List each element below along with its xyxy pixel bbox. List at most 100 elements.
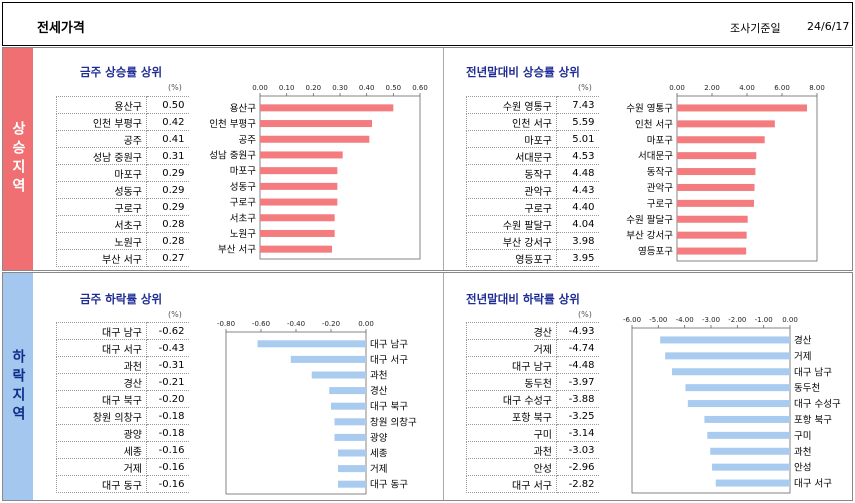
category-label: 수원 영통구 <box>626 103 673 114</box>
bar <box>677 152 757 160</box>
weekly-fall-table: 대구 남구 -0.62 대구 서구 -0.43 과천 -0.31 경산 -0.21 대구 북구 -… <box>56 322 189 493</box>
weekly-fall-title: 금주 하락률 상위 <box>80 292 163 306</box>
tick-label: -4.00 <box>676 316 694 324</box>
region-name: 성동구 <box>56 181 147 199</box>
region-name: 마포구 <box>56 164 147 182</box>
bar <box>260 104 394 112</box>
category-label: 영등포구 <box>638 247 673 258</box>
category-label: 거제 <box>370 464 387 475</box>
weekly-rise-title: 금주 상승률 상위 <box>80 65 163 79</box>
table-row: 관악구 4.43 <box>466 181 599 199</box>
category-label: 인천 서구 <box>635 119 673 130</box>
bar <box>338 449 366 457</box>
change-rate: 0.29 <box>146 181 189 199</box>
change-rate: 5.59 <box>556 113 599 131</box>
table-row: 노원구 0.28 <box>56 232 189 250</box>
bar <box>260 229 335 237</box>
change-rate: -2.82 <box>556 475 599 493</box>
tick-label: -5.00 <box>649 316 667 324</box>
table-row: 대구 서구 -2.82 <box>466 475 599 493</box>
bar <box>677 231 747 239</box>
table-row: 과천 -0.31 <box>56 356 189 374</box>
change-rate: -0.31 <box>146 356 189 374</box>
table-row: 경산 -4.93 <box>466 322 599 340</box>
bar <box>338 480 366 488</box>
bar <box>260 135 370 143</box>
tick-label: -6.00 <box>623 316 641 324</box>
region-name: 부산 강서구 <box>466 232 557 250</box>
region-name: 용산구 <box>56 96 147 114</box>
region-name: 성남 중원구 <box>56 147 147 165</box>
tick-label: -1.00 <box>755 316 773 324</box>
change-rate: -0.43 <box>146 339 189 357</box>
tick-label: 2.00 <box>704 84 720 92</box>
change-rate: 4.43 <box>556 181 599 199</box>
page-title: 전세가격 <box>37 21 85 36</box>
table-row: 동두천 -3.97 <box>466 373 599 391</box>
change-rate: 4.48 <box>556 164 599 182</box>
change-rate: -3.88 <box>556 390 599 408</box>
change-rate: -3.25 <box>556 407 599 425</box>
category-label: 과천 <box>370 371 387 382</box>
tick-label: 8.00 <box>809 84 825 92</box>
table-row: 구미 -3.14 <box>466 424 599 442</box>
category-label: 대구 서구 <box>370 355 408 366</box>
region-name: 포항 북구 <box>466 407 557 425</box>
change-rate: -2.96 <box>556 458 599 476</box>
region-name: 관악구 <box>466 181 557 199</box>
change-rate: -0.21 <box>146 373 189 391</box>
table-row: 용산구 0.50 <box>56 96 189 114</box>
bar <box>712 463 790 471</box>
change-rate: -3.97 <box>556 373 599 391</box>
tick-label: 0.10 <box>279 84 295 92</box>
change-rate: -0.20 <box>146 390 189 408</box>
tick-label: -0.80 <box>217 320 235 328</box>
region-name: 대구 남구 <box>56 322 147 340</box>
region-name: 광양 <box>56 424 147 442</box>
region-name: 과천 <box>56 356 147 374</box>
change-rate: 3.95 <box>556 249 599 267</box>
region-name: 부산 서구 <box>56 249 147 267</box>
change-rate: 0.29 <box>146 164 189 182</box>
table-row: 성동구 0.29 <box>56 181 189 199</box>
change-rate: -0.62 <box>146 322 189 340</box>
weekly-rise-table: 용산구 0.50 인천 부평구 0.42 공주 0.41 성남 중원구 0.31 마포구 0.29… <box>56 96 189 267</box>
category-label: 동작구 <box>647 167 673 178</box>
category-label: 공주 <box>239 135 257 146</box>
category-label: 대구 서구 <box>794 479 832 490</box>
table-row: 구로구 0.29 <box>56 198 189 216</box>
category-label: 서대문구 <box>638 151 673 162</box>
table-row: 영등포구 3.95 <box>466 249 599 267</box>
survey-date-value: 24/6/17 <box>807 20 850 33</box>
table-row: 창원 의창구 -0.18 <box>56 407 189 425</box>
table-row: 마포구 5.01 <box>466 130 599 148</box>
rising-region-label: 상승지역 <box>3 48 33 270</box>
category-label: 구미 <box>794 431 811 442</box>
category-label: 마포구 <box>647 135 673 146</box>
tick-label: -0.60 <box>252 320 270 328</box>
region-name: 공주 <box>56 130 147 148</box>
bar <box>677 215 748 223</box>
category-label: 구로구 <box>647 199 673 210</box>
category-label: 경산 <box>370 385 388 397</box>
bar <box>677 168 756 176</box>
category-label: 대구 북구 <box>370 402 408 413</box>
bar <box>677 183 755 191</box>
region-name: 동작구 <box>466 164 557 182</box>
ytd-fall-table: 경산 -4.93 거제 -4.74 대구 남구 -4.48 동두천 -3.97 대구 수성구 -3… <box>466 322 599 493</box>
category-label: 성동구 <box>230 182 256 193</box>
change-rate: 0.29 <box>146 198 189 216</box>
change-rate: 0.41 <box>146 130 189 148</box>
table-row: 인천 서구 5.59 <box>466 113 599 131</box>
change-rate: -4.48 <box>556 356 599 374</box>
bar <box>677 120 775 128</box>
table-row: 수원 팔달구 4.04 <box>466 215 599 233</box>
bar <box>338 465 366 473</box>
region-name: 경산 <box>56 373 147 391</box>
table-row: 대구 남구 -4.48 <box>466 356 599 374</box>
region-name: 대구 북구 <box>56 390 147 408</box>
change-rate: -0.16 <box>146 441 189 459</box>
page-header: 전세가격 조사기준일 24/6/17 <box>2 2 853 46</box>
category-label: 부산 강서구 <box>626 231 673 242</box>
